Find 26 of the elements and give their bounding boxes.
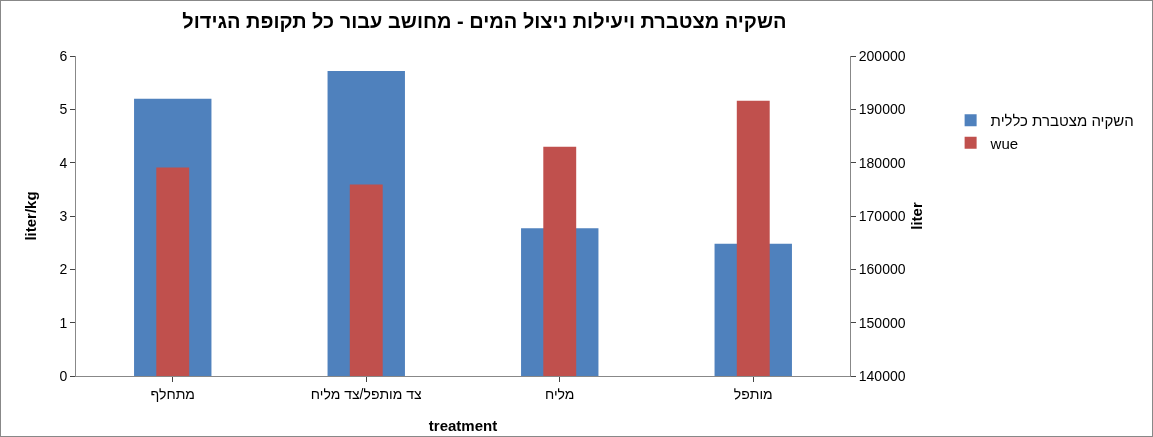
y-tick-label: 4 <box>59 154 68 171</box>
x-tick-label: מותפל <box>733 385 773 402</box>
x-tick-label: צד מותפל/צד מליח <box>310 385 423 402</box>
legend-label: wue <box>989 134 1019 152</box>
y-tick-label: 2 <box>59 261 68 278</box>
y2-axis-title: liter <box>907 202 925 230</box>
x-tick-label: מתחלף <box>150 385 195 402</box>
y2-tick-label: 200000 <box>858 47 906 64</box>
y-tick-label: 1 <box>59 314 68 331</box>
y-tick-label: 0 <box>59 367 68 384</box>
y-tick-label: 3 <box>59 207 68 224</box>
x-axis-title: treatment <box>428 417 498 434</box>
y-axis-title: liter/kg <box>22 191 39 241</box>
legend-label: השקיה מצטברת כללית <box>990 112 1134 130</box>
x-tick-label: מליח <box>545 385 575 402</box>
y2-tick-label: 180000 <box>858 154 906 171</box>
bar <box>156 167 190 376</box>
bar <box>349 184 383 376</box>
y2-tick-label: 190000 <box>858 101 906 118</box>
chart-title: השקיה מצטברת ויעילות ניצול המים - מחושב עבור כל תקופת הגידול <box>182 10 787 33</box>
y-tick-label: 6 <box>59 47 68 64</box>
y2-tick-label: 150000 <box>858 314 906 331</box>
y2-tick-label: 170000 <box>858 207 906 224</box>
y2-tick-label: 160000 <box>858 261 906 278</box>
y2-tick-label: 140000 <box>858 367 906 384</box>
y-tick-label: 5 <box>59 101 68 118</box>
